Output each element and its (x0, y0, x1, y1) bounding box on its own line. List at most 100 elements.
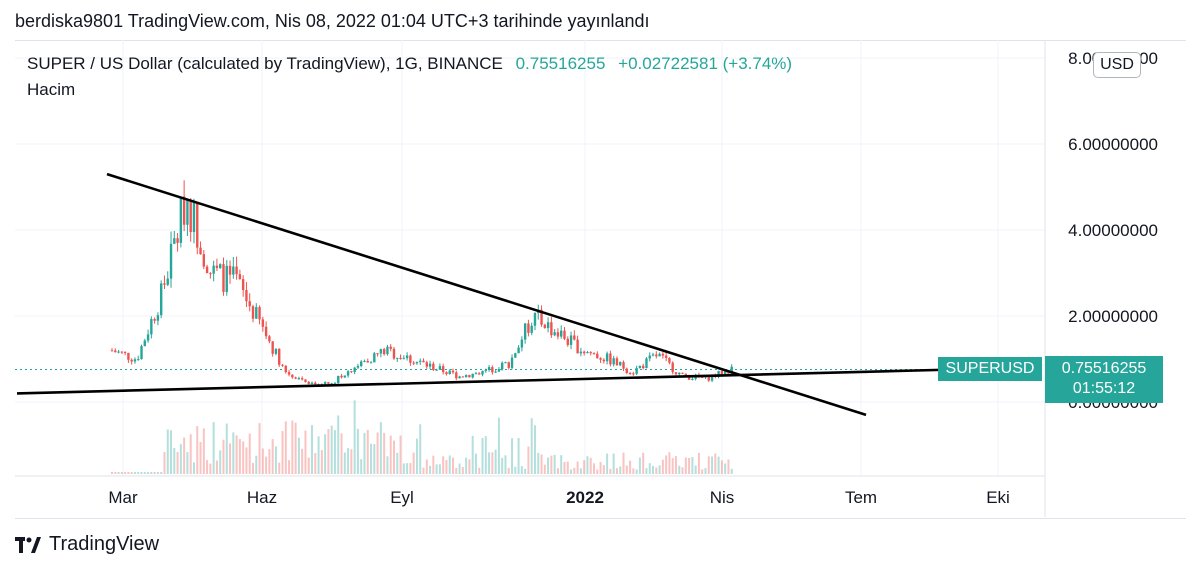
volume-bar (606, 453, 609, 474)
volume-bar (117, 472, 120, 474)
candle-body (691, 378, 694, 380)
volume-bar (170, 430, 173, 474)
volume-bar (609, 468, 612, 474)
volume-bar (533, 425, 536, 474)
candle-body (225, 265, 228, 292)
volume-bar (717, 456, 720, 474)
volume-bar (324, 434, 327, 474)
volume-bar (642, 452, 645, 474)
volume-bar (520, 466, 523, 474)
volume-bar (127, 472, 130, 474)
candle-body (622, 362, 625, 369)
volume-bar (163, 452, 166, 474)
volume-bar (461, 466, 464, 474)
volume-bar (661, 459, 664, 474)
candle-body (546, 322, 550, 328)
volume-bar (379, 422, 382, 474)
time-axis: Mar Haz Eyl 2022 Nis Tem Eki (15, 475, 1045, 507)
volume-bar (173, 447, 176, 474)
volume-bar (156, 472, 159, 474)
candle-body (156, 315, 160, 321)
volume-bar (448, 455, 451, 474)
time-tick-label: Nis (710, 488, 735, 507)
volume-bar (720, 460, 723, 474)
volume-bar (625, 465, 628, 474)
volume-bar (150, 472, 153, 474)
volume-bar (297, 437, 300, 474)
volume-bar (409, 462, 412, 474)
volume-bar (202, 428, 205, 474)
candle-body (481, 370, 484, 375)
candle-body (671, 362, 674, 373)
volume-bar (179, 444, 182, 474)
currency-button[interactable]: USD (1093, 52, 1141, 78)
volume-bar (192, 462, 195, 474)
volume-bar (255, 455, 258, 474)
candle-body (110, 350, 114, 352)
candle-body (215, 265, 219, 269)
candle-body (569, 335, 573, 345)
volume-bar (245, 447, 248, 474)
candle-body (264, 326, 268, 337)
volume-bar (543, 464, 546, 474)
candle-body (523, 323, 527, 340)
volume-bar (497, 417, 500, 474)
candle-body (163, 283, 166, 285)
volume-bar (209, 463, 212, 474)
volume-bar (238, 439, 241, 474)
volume-bar (274, 446, 277, 474)
volume-bar (727, 459, 730, 474)
candle-body (717, 370, 720, 377)
volume-bar (383, 432, 386, 474)
candle-body (707, 375, 710, 381)
time-tick-label: Eki (986, 488, 1010, 507)
volume-bar (560, 455, 563, 474)
volume-bar (389, 435, 392, 474)
volume-bar (589, 457, 592, 474)
volume-bar (438, 464, 441, 474)
candle-body (628, 372, 632, 374)
volume-bar (704, 468, 707, 474)
volume-bar (730, 468, 733, 474)
candle-body (235, 266, 238, 275)
volume-bar (229, 443, 232, 474)
candle-body (563, 330, 566, 339)
candle-body (507, 362, 510, 368)
candle-body (448, 370, 451, 375)
volume-bar (622, 452, 625, 474)
volume-bar (261, 448, 264, 474)
last-price-value: 0.75516255 (515, 54, 606, 73)
candle-body (684, 373, 688, 377)
candle-body (222, 264, 225, 292)
volume-bar (225, 423, 228, 474)
volume-bars (111, 400, 733, 474)
candle-body (527, 323, 530, 333)
candle-body (274, 348, 278, 354)
candle-body (632, 373, 635, 375)
candle-body (402, 358, 406, 360)
candle-body (386, 346, 389, 355)
candle-body (294, 377, 297, 379)
last-price-tag: 0.75516255 01:55:12 (1045, 356, 1163, 403)
volume-bar (311, 425, 314, 474)
candle-body (150, 319, 153, 335)
candlesticks (110, 180, 733, 388)
volume-bar (350, 449, 353, 474)
volume-bar (314, 453, 317, 474)
candle-body (710, 375, 714, 381)
candle-body (635, 368, 638, 374)
volume-bar (455, 467, 458, 474)
candle-body (645, 358, 648, 369)
candle-body (133, 359, 137, 362)
volume-bar (340, 433, 343, 474)
candle-body (619, 362, 622, 366)
volume-bar (612, 453, 615, 474)
candle-body (478, 373, 481, 375)
candle-body (310, 382, 314, 384)
volume-bar (301, 448, 304, 474)
candle-body (674, 372, 678, 375)
volume-bar (147, 472, 150, 474)
candle-body (723, 371, 727, 375)
candle-body (307, 381, 310, 384)
